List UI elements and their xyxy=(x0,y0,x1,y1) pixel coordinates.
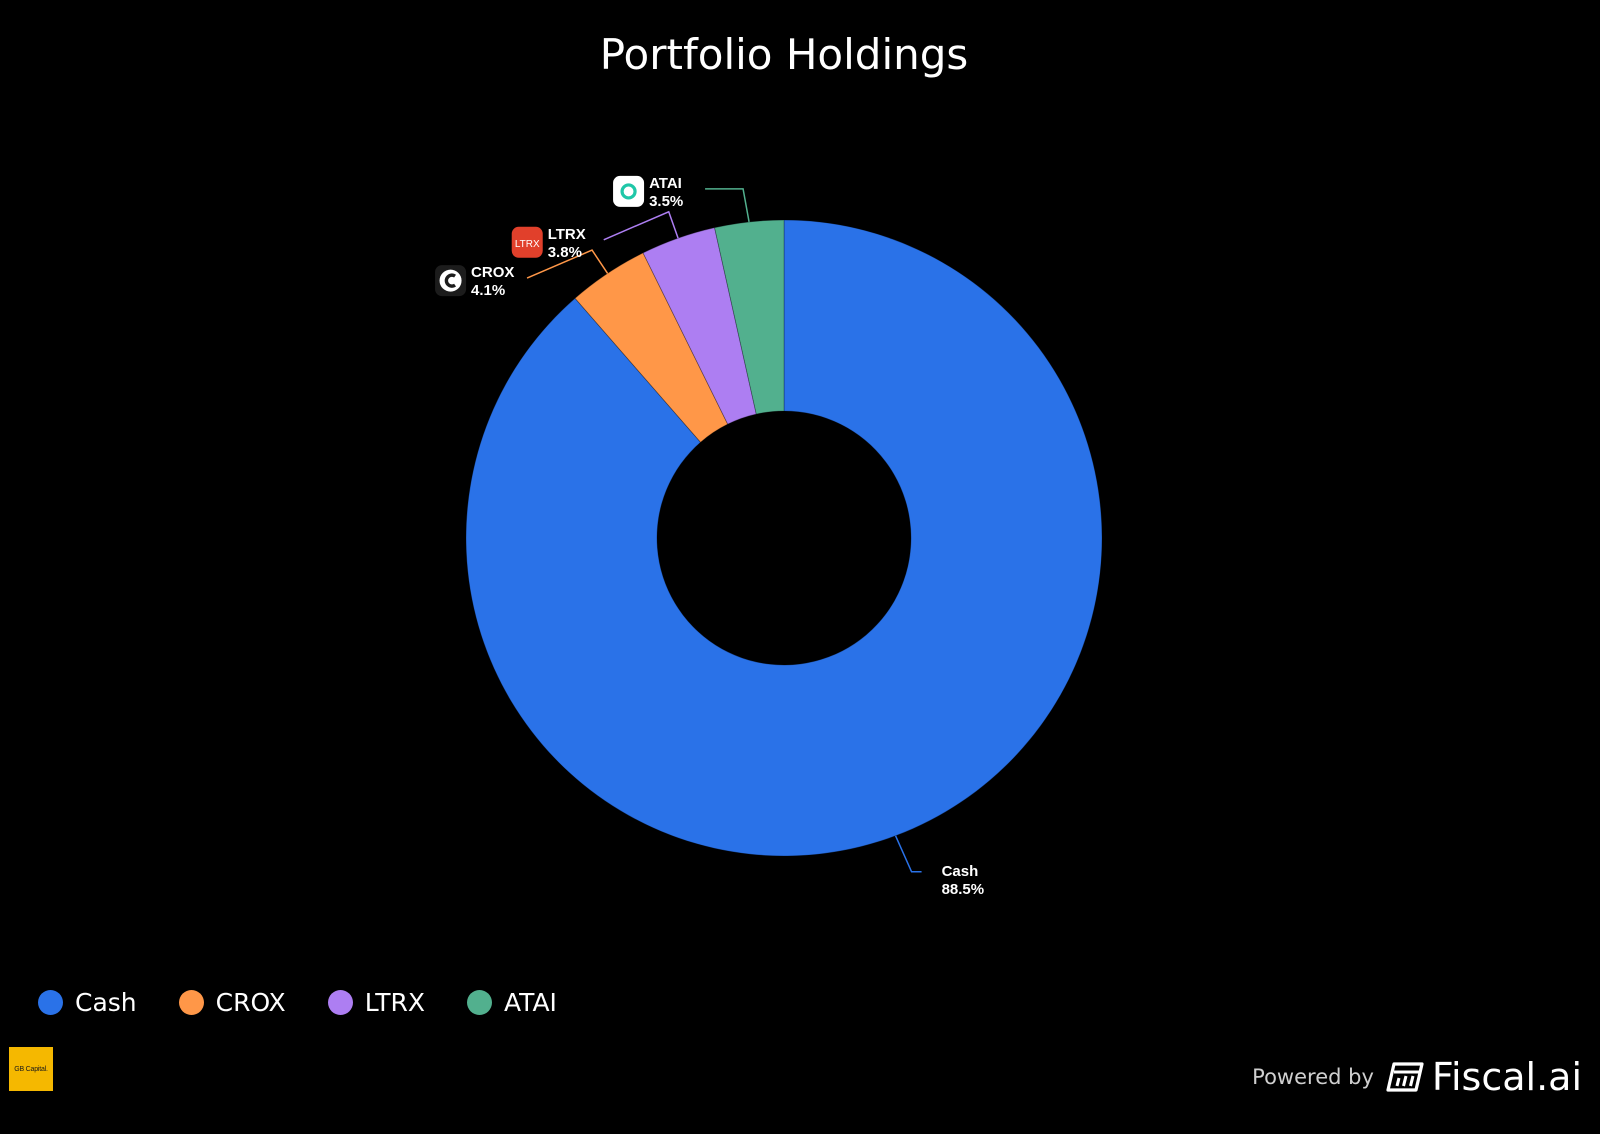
chart-title: Portfolio Holdings xyxy=(599,30,969,79)
legend-dot-cash xyxy=(38,990,63,1015)
slice-atai[interactable] xyxy=(714,219,785,415)
leader-line-crox xyxy=(526,249,609,279)
ltrx-logo-icon: LTRX xyxy=(511,226,543,258)
crox-logo-icon xyxy=(435,265,467,297)
atai-logo-icon xyxy=(613,175,645,207)
gb-capital-logo: GB Capital. xyxy=(9,1047,53,1091)
slice-pct-ltrx: 3.8% xyxy=(548,244,582,261)
legend-item-crox[interactable]: CROX xyxy=(178,988,286,1017)
slice-ltrx[interactable] xyxy=(642,227,757,425)
svg-text:LTRX: LTRX xyxy=(515,239,540,250)
legend-dot-atai xyxy=(466,990,492,1015)
legend-label-ltrx: LTRX xyxy=(364,988,425,1017)
leader-line-cash xyxy=(894,835,922,873)
footer-attribution: Powered by Fiscal.ai xyxy=(1252,1055,1582,1099)
slice-pct-cash: 88.5% xyxy=(942,881,985,898)
legend-label-atai: ATAI xyxy=(503,988,557,1017)
legend-item-cash[interactable]: Cash xyxy=(38,988,137,1017)
slice-pct-crox: 4.1% xyxy=(471,282,505,299)
slice-label-cash: Cash xyxy=(942,863,979,880)
powered-by-text: Powered by xyxy=(1252,1065,1374,1089)
slice-label-ltrx: LTRX xyxy=(548,226,586,243)
leader-line-ltrx xyxy=(603,210,679,241)
leader-line-atai xyxy=(705,188,750,223)
slice-label-atai: ATAI xyxy=(649,175,682,192)
legend-dot-crox xyxy=(178,990,204,1015)
legend-item-atai[interactable]: ATAI xyxy=(466,988,557,1017)
fiscal-logo-icon xyxy=(1386,1062,1424,1092)
legend-label-crox: CROX xyxy=(215,988,286,1017)
slice-label-crox: CROX xyxy=(471,264,514,281)
slice-cash[interactable] xyxy=(465,219,1103,857)
fiscal-brand-name: Fiscal.ai xyxy=(1431,1055,1582,1099)
gb-capital-logo-text: GB Capital. xyxy=(14,1065,48,1073)
legend-dot-ltrx xyxy=(327,990,353,1015)
legend-item-ltrx[interactable]: LTRX xyxy=(327,988,425,1017)
legend-label-cash: Cash xyxy=(75,988,137,1017)
legend: Cash CROX LTRX ATAI xyxy=(38,988,599,1017)
slice-crox[interactable] xyxy=(574,252,729,443)
slice-pct-atai: 3.5% xyxy=(649,193,683,210)
